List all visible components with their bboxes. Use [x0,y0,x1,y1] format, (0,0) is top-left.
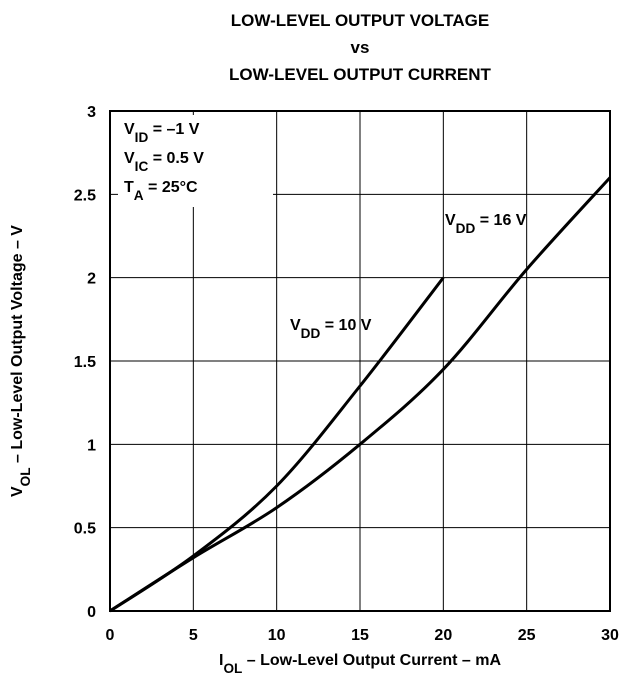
annotation-sub: A [134,188,144,203]
series-label-sub: DD [456,221,476,236]
x-tick-label: 30 [601,627,619,644]
series-label-rest: = 16 V [475,212,526,229]
annotation-main: V [124,150,135,167]
chart-title: vs [351,38,370,57]
annotation: VID = –1 V [124,121,200,145]
y-tick-label: 2.5 [74,187,96,204]
x-tick-label: 20 [434,627,452,644]
series-label-sub: DD [301,326,321,341]
annotation-sub: ID [135,130,149,145]
series-label-main: V [290,317,301,334]
y-axis-label-rest: – Low-Level Output Voltage – V [9,225,26,468]
y-tick-label: 3 [87,104,96,121]
x-axis-label-rest: – Low-Level Output Current – mA [242,652,501,669]
y-tick-label: 2 [87,271,96,288]
series-label-rest: = 10 V [320,317,371,334]
x-tick-label: 0 [106,627,115,644]
series-label: VDD = 16 V [445,212,527,236]
y-tick-label: 0.5 [74,521,96,538]
annotation: VIC = 0.5 V [124,150,204,174]
annotation-rest: = 25°C [144,179,198,196]
y-tick-label: 1.5 [74,354,96,371]
annotation-box [118,115,273,207]
x-tick-label: 25 [518,627,536,644]
annotation-rest: = –1 V [148,121,199,138]
x-tick-label: 5 [189,627,198,644]
annotation-sub: IC [135,159,149,174]
y-axis-label: VOL – Low-Level Output Voltage – V [9,225,33,497]
annotation-main: T [124,179,134,196]
annotation-rest: = 0.5 V [148,150,204,167]
annotation: TA = 25°C [124,179,198,203]
plot-frame [109,110,611,612]
y-axis-label-sub: OL [18,467,33,486]
y-axis-label-main: V [9,486,26,497]
x-tick-label: 10 [268,627,286,644]
annotation-main: V [124,121,135,138]
x-axis-label-main: I [219,652,223,669]
series-label-main: V [445,212,456,229]
chart-title: LOW-LEVEL OUTPUT VOLTAGE [231,11,489,30]
series-line [109,176,612,613]
chart-title: LOW-LEVEL OUTPUT CURRENT [229,65,492,84]
y-tick-label: 0 [87,604,96,621]
x-axis-label-sub: OL [223,661,242,675]
x-tick-label: 15 [351,627,369,644]
y-tick-label: 1 [87,437,96,454]
x-axis-label: IOL – Low-Level Output Current – mA [219,652,501,675]
series-label: VDD = 10 V [290,317,372,341]
